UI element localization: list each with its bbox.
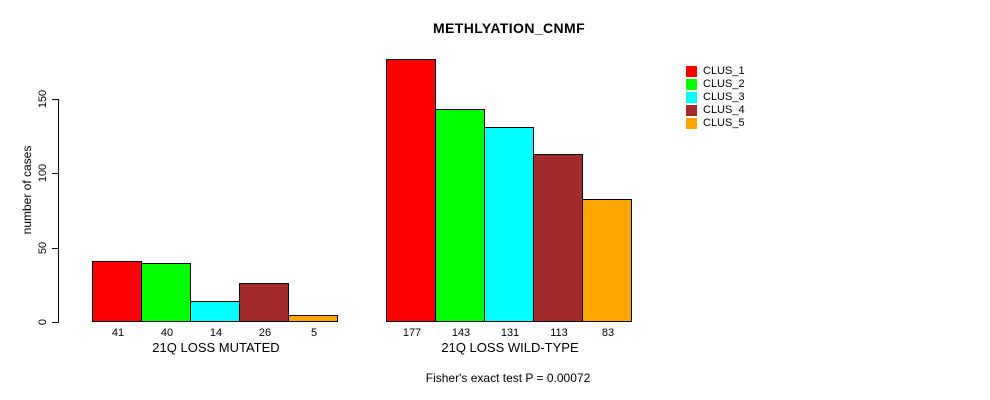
group-label-mutated: 21Q LOSS MUTATED	[152, 340, 280, 355]
bar-value-label: 40	[160, 327, 174, 339]
bar-value-label: 177	[402, 327, 422, 339]
group-label-wild-type: 21Q LOSS WILD-TYPE	[441, 340, 579, 355]
y-tick-label: 100	[37, 163, 49, 183]
bar-value-label: 26	[258, 327, 272, 339]
legend-label: CLUS_1	[703, 65, 745, 77]
legend-label: CLUS_5	[703, 117, 745, 129]
bar-value-label: 131	[500, 327, 520, 339]
bar	[484, 127, 534, 322]
legend-item: CLUS_5	[686, 117, 745, 130]
bar	[141, 263, 191, 322]
bar	[288, 315, 338, 322]
bar-value-label: 113	[550, 327, 568, 339]
bar	[435, 109, 485, 322]
fisher-test-annotation: Fisher's exact test P = 0.00072	[425, 371, 591, 385]
bar-value-label: 41	[111, 327, 125, 339]
y-tick	[52, 173, 59, 174]
y-tick-label: 150	[37, 89, 49, 109]
legend-swatch	[686, 118, 697, 129]
bar	[533, 154, 583, 322]
y-tick	[52, 248, 59, 249]
legend-swatch	[686, 66, 697, 77]
bar-value-label: 14	[209, 327, 223, 339]
y-tick-label: 50	[37, 241, 49, 255]
legend-item: CLUS_4	[686, 104, 745, 117]
y-tick	[52, 322, 59, 323]
bar	[190, 301, 240, 322]
bar	[386, 59, 436, 322]
bar	[239, 283, 289, 322]
legend-swatch	[686, 79, 697, 90]
legend-label: CLUS_2	[703, 78, 745, 90]
legend-label: CLUS_3	[703, 91, 745, 103]
legend-item: CLUS_2	[686, 78, 745, 91]
bar	[92, 261, 142, 322]
bar	[582, 199, 632, 322]
y-tick	[52, 99, 59, 100]
bar-value-label: 5	[310, 327, 318, 339]
bar-value-label: 143	[451, 327, 471, 339]
legend-swatch	[686, 105, 697, 116]
y-axis-line	[58, 99, 59, 323]
chart-title: METHLYATION_CNMF	[432, 20, 586, 36]
legend-item: CLUS_1	[686, 65, 745, 78]
bar-value-label: 83	[601, 327, 615, 339]
y-tick-label: 0	[37, 318, 49, 326]
legend-label: CLUS_4	[703, 104, 745, 116]
legend-item: CLUS_3	[686, 91, 745, 104]
y-axis-label: number of cases	[20, 145, 34, 235]
legend-swatch	[686, 92, 697, 103]
legend: CLUS_1 CLUS_2 CLUS_3 CLUS_4 CLUS_5	[686, 65, 745, 130]
